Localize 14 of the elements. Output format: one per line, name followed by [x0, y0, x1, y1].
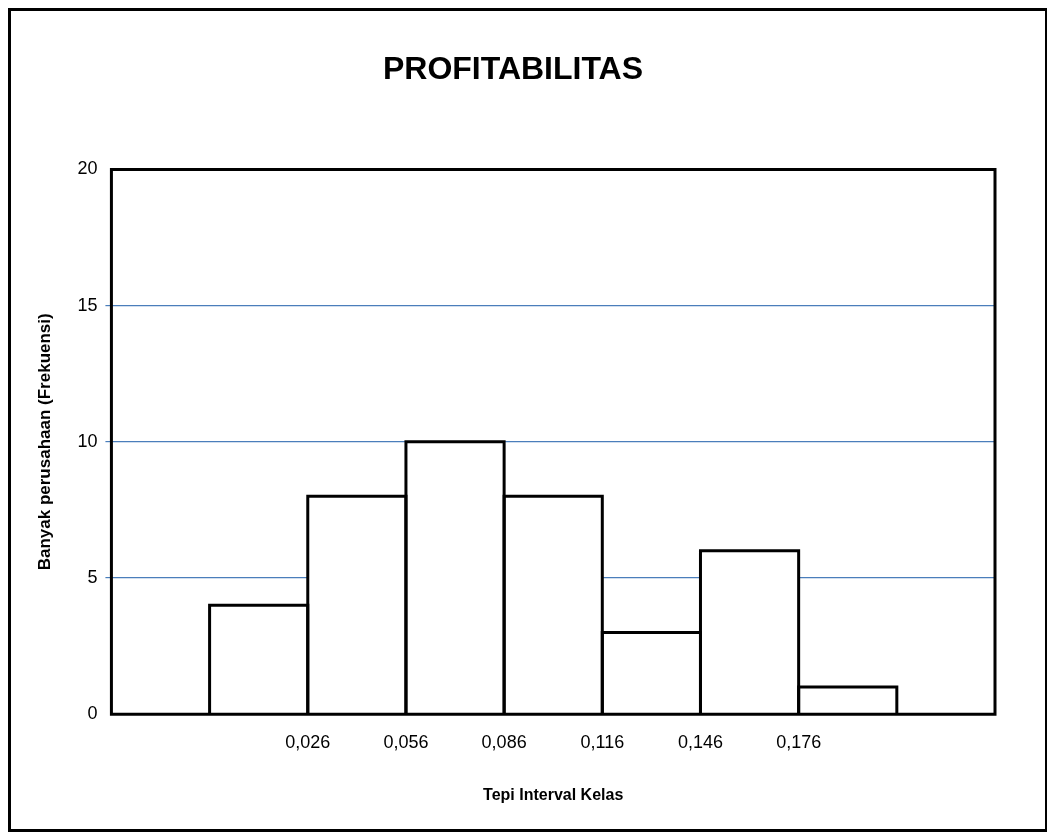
- y-tick-label: 15: [77, 294, 98, 315]
- y-axis-title: Banyak perusahaan (Frekuensi): [34, 313, 54, 571]
- x-tick-label: 0,056: [383, 731, 429, 752]
- x-axis-title: Tepi Interval Kelas: [483, 785, 624, 803]
- x-tick-label: 0,116: [580, 731, 625, 752]
- y-tick-label: 20: [77, 158, 98, 179]
- x-tick-label: 0,146: [677, 731, 723, 752]
- chart-title: PROFITABILITAS: [382, 50, 644, 87]
- x-tick-label: 0,086: [481, 731, 527, 752]
- x-tick-label: 0,176: [776, 731, 822, 752]
- y-tick-label: 10: [77, 430, 98, 451]
- y-tick-label: 0: [87, 703, 98, 724]
- y-tick-label: 5: [87, 566, 98, 587]
- x-tick-label: 0,026: [285, 731, 331, 752]
